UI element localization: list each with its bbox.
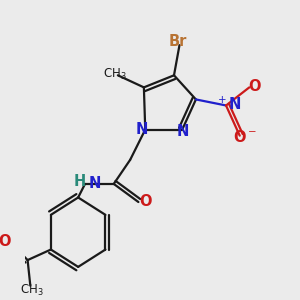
Text: CH$_3$: CH$_3$: [103, 67, 127, 82]
Text: N: N: [136, 122, 148, 137]
Text: O: O: [139, 194, 152, 208]
Text: CH$_3$: CH$_3$: [20, 283, 44, 298]
Text: H: H: [74, 174, 86, 189]
Text: N: N: [89, 176, 101, 191]
Text: O: O: [248, 79, 260, 94]
Text: $^+$N: $^+$N: [215, 95, 241, 112]
Text: Br: Br: [169, 34, 187, 49]
Text: O: O: [0, 234, 11, 249]
Text: O$^-$: O$^-$: [232, 129, 257, 145]
Text: N: N: [177, 124, 189, 139]
